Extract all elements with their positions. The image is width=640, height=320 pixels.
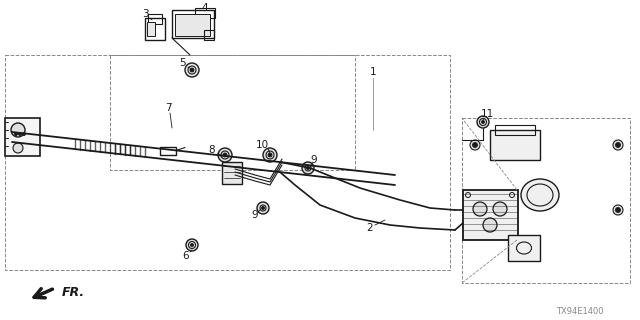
Text: 2: 2 [367,223,373,233]
Text: 7: 7 [164,103,172,113]
Circle shape [616,207,621,212]
Circle shape [613,205,623,215]
Circle shape [185,63,199,77]
Circle shape [22,132,26,135]
Circle shape [15,132,17,135]
Bar [172,10,214,38]
Bar [145,18,165,40]
Circle shape [616,142,621,148]
Circle shape [257,202,269,214]
Text: 9: 9 [310,155,317,165]
Circle shape [218,148,232,162]
Text: 11: 11 [481,109,493,119]
Circle shape [472,142,477,148]
Bar [175,14,210,36]
Bar [490,130,540,160]
Text: 5: 5 [180,58,186,68]
Text: 8: 8 [209,145,215,155]
Circle shape [473,202,487,216]
Text: 10: 10 [255,140,269,150]
Bar [147,22,155,36]
Text: FR.: FR. [62,285,85,299]
Bar [508,235,540,261]
Text: 1: 1 [370,67,376,77]
Circle shape [262,206,264,210]
Circle shape [493,202,507,216]
Bar [5,55,450,270]
Circle shape [19,132,22,135]
Circle shape [481,121,484,124]
Circle shape [470,140,480,150]
Circle shape [263,148,277,162]
Text: 9: 9 [252,210,259,220]
Bar [195,8,215,18]
Ellipse shape [521,179,559,211]
Text: 6: 6 [182,251,189,261]
Text: 3: 3 [141,9,148,19]
Circle shape [307,166,310,170]
Bar [222,162,242,184]
Circle shape [302,162,314,174]
Circle shape [11,123,25,137]
Circle shape [186,239,198,251]
Bar [495,125,535,135]
Circle shape [223,153,227,157]
Text: TX94E1400: TX94E1400 [556,308,604,316]
Circle shape [190,68,194,72]
Bar [204,30,214,40]
Circle shape [191,244,193,246]
Bar [160,147,176,155]
Circle shape [268,153,272,157]
Circle shape [477,116,489,128]
Bar [463,190,518,240]
Bar [110,55,355,170]
Bar [5,118,40,156]
Bar [462,118,630,283]
Text: 4: 4 [202,3,208,13]
Bar [148,14,162,24]
Circle shape [483,218,497,232]
Circle shape [13,143,23,153]
Circle shape [613,140,623,150]
